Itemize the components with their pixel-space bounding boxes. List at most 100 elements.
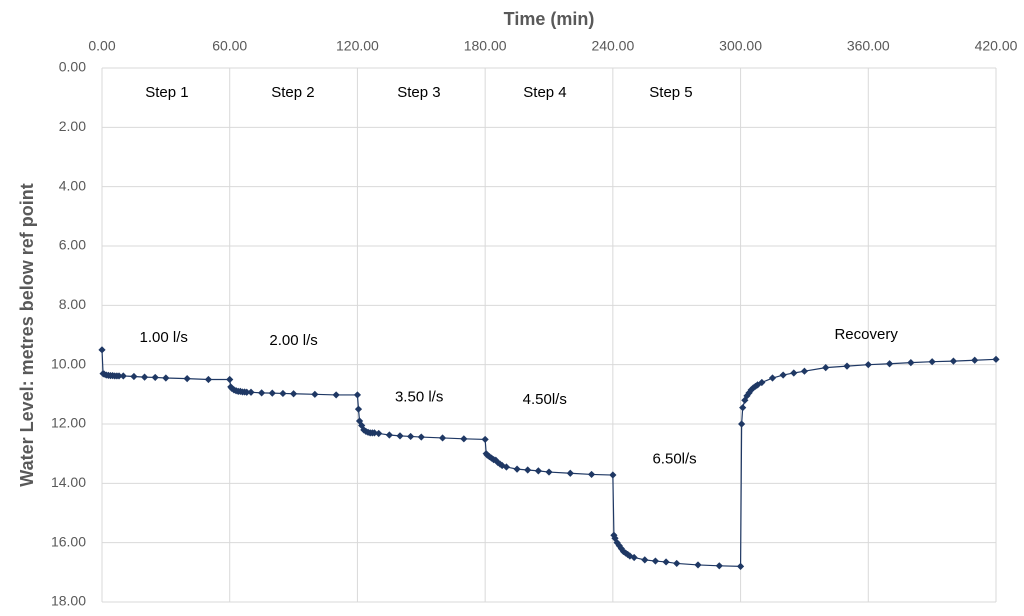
annotation: 6.50l/s: [652, 451, 696, 468]
data-point: [736, 562, 745, 570]
data-point: [481, 435, 489, 444]
annotation: Step 4: [523, 84, 566, 101]
data-point: [204, 375, 213, 384]
data-point: [162, 374, 170, 382]
data-point: [243, 388, 251, 396]
y-tick-label: 18.00: [51, 593, 86, 609]
data-point: [641, 556, 649, 564]
data-point: [971, 356, 979, 364]
data-point: [758, 378, 766, 387]
data-point: [694, 561, 702, 569]
data-point: [247, 388, 255, 396]
annotation: Step 2: [271, 84, 314, 101]
data-point: [747, 386, 755, 394]
data-point: [375, 429, 383, 438]
data-point: [545, 468, 553, 476]
data-point: [513, 465, 521, 473]
y-tick-label: 12.00: [51, 415, 86, 431]
data-point: [311, 390, 319, 398]
data-point: [566, 469, 574, 477]
data-point: [268, 389, 276, 397]
data-point: [151, 373, 159, 382]
data-point: [673, 559, 681, 568]
data-point: [354, 405, 363, 413]
x-tick-label: 360.00: [847, 38, 890, 54]
data-point: [613, 539, 621, 547]
data-point: [743, 392, 751, 400]
x-tick-label: 0.00: [88, 38, 115, 54]
data-point: [949, 357, 958, 365]
data-point: [715, 562, 723, 570]
data-point: [738, 420, 746, 428]
data-point: [385, 431, 393, 439]
data-point: [587, 470, 596, 479]
data-point: [622, 549, 630, 557]
data-point: [460, 435, 468, 443]
data-point: [790, 369, 798, 377]
y-tick-label: 2.00: [59, 118, 86, 134]
data-point: [662, 558, 670, 566]
x-tick-label: 240.00: [591, 38, 634, 54]
data-point: [228, 384, 236, 392]
annotation: 1.00 l/s: [140, 329, 188, 346]
data-point: [534, 467, 542, 475]
data-point: [749, 384, 757, 392]
data-point: [360, 426, 368, 434]
data-point: [183, 375, 191, 383]
data-point: [524, 466, 532, 474]
data-point: [754, 381, 762, 389]
data-point: [630, 553, 638, 562]
annotation: Step 1: [145, 84, 188, 101]
y-tick-label: 14.00: [51, 474, 86, 490]
series-line: [101, 349, 997, 568]
data-point: [279, 389, 287, 398]
data-point: [928, 358, 936, 366]
data-point: [800, 367, 809, 375]
data-point: [258, 389, 266, 397]
y-tick-label: 0.00: [59, 59, 86, 75]
x-tick-label: 300.00: [719, 38, 762, 54]
data-point: [609, 471, 617, 479]
data-point: [494, 458, 502, 467]
data-point: [496, 460, 504, 468]
annotation: Step 5: [649, 84, 692, 101]
data-point: [864, 361, 872, 369]
data-point: [130, 372, 138, 381]
data-point: [617, 545, 625, 553]
data-point: [907, 358, 915, 367]
annotation: 4.50l/s: [523, 391, 567, 408]
y-tick-label: 8.00: [59, 296, 86, 312]
data-point: [745, 389, 753, 397]
data-point: [438, 434, 447, 442]
x-tick-label: 180.00: [464, 38, 507, 54]
y-axis-title: Water Level: metres below ref point: [17, 183, 37, 486]
data-point: [485, 453, 493, 461]
data-point: [226, 375, 234, 384]
data-point: [370, 429, 379, 437]
x-tick-label: 60.00: [212, 38, 247, 54]
y-tick-label: 4.00: [59, 177, 86, 193]
data-point: [396, 432, 404, 440]
data-point: [768, 374, 777, 382]
x-tick-label: 120.00: [336, 38, 379, 54]
annotation: Step 3: [397, 84, 440, 101]
data-point: [751, 382, 760, 390]
y-tick-label: 10.00: [51, 355, 86, 371]
data-point: [115, 372, 123, 380]
data-point: [624, 550, 632, 559]
data-point: [332, 391, 340, 399]
data-point: [843, 362, 851, 370]
data-point: [651, 557, 660, 565]
y-tick-label: 6.00: [59, 237, 86, 253]
annotation: 2.00 l/s: [269, 332, 317, 349]
data-point: [619, 547, 628, 556]
data-point: [289, 390, 298, 398]
data-point: [992, 355, 1000, 363]
data-point: [739, 404, 747, 412]
data-point: [502, 463, 511, 471]
annotation: Recovery: [834, 326, 898, 343]
data-point: [822, 364, 830, 372]
data-point: [741, 396, 749, 404]
